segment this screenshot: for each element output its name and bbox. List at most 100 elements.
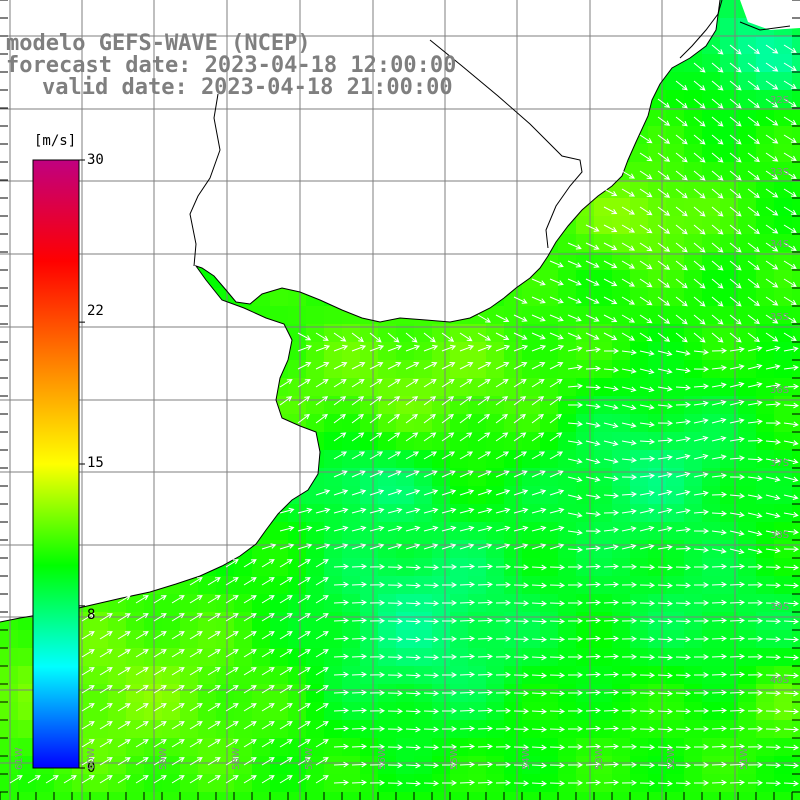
speed-cell bbox=[324, 738, 342, 756]
wind-arrow bbox=[675, 744, 692, 751]
wind-arrow bbox=[513, 451, 528, 460]
speed-cell bbox=[378, 432, 396, 450]
wind-arrow bbox=[405, 489, 421, 496]
speed-cell bbox=[216, 630, 234, 648]
speed-cell bbox=[720, 324, 738, 342]
wind-arrow bbox=[747, 345, 763, 352]
lat-label: 38S bbox=[770, 530, 790, 541]
speed-cell bbox=[630, 720, 648, 738]
speed-cell bbox=[594, 522, 612, 540]
wind-arrow bbox=[531, 762, 548, 769]
speed-cell bbox=[684, 378, 702, 396]
speed-cell bbox=[666, 720, 684, 738]
speed-cell bbox=[540, 666, 558, 684]
wind-arrow bbox=[639, 350, 655, 356]
speed-cell bbox=[666, 684, 684, 702]
speed-cell bbox=[666, 342, 684, 360]
speed-cell bbox=[270, 666, 288, 684]
speed-cell bbox=[702, 90, 720, 108]
speed-cell bbox=[540, 648, 558, 666]
wind-arrow bbox=[423, 378, 437, 388]
speed-cell bbox=[522, 774, 540, 792]
speed-cell bbox=[288, 630, 306, 648]
speed-cell bbox=[342, 774, 360, 792]
wind-arrow bbox=[369, 525, 385, 532]
wind-arrow bbox=[549, 618, 566, 625]
wind-arrow bbox=[693, 188, 706, 199]
speed-cell bbox=[702, 432, 720, 450]
wind-arrow bbox=[765, 170, 779, 180]
speed-cell bbox=[18, 720, 36, 738]
wind-arrow bbox=[423, 582, 440, 589]
wind-arrow bbox=[171, 685, 185, 694]
speed-cell bbox=[522, 630, 540, 648]
wind-arrow bbox=[747, 80, 760, 91]
speed-cell bbox=[324, 630, 342, 648]
wind-arrow bbox=[495, 432, 509, 442]
wind-arrow bbox=[351, 671, 368, 678]
wind-arrow bbox=[585, 563, 602, 570]
speed-cell bbox=[738, 576, 756, 594]
wind-arrow bbox=[729, 152, 742, 163]
speed-cell bbox=[594, 306, 612, 324]
speed-cell bbox=[774, 198, 792, 216]
speed-cell bbox=[684, 108, 702, 126]
wind-arrow bbox=[675, 654, 692, 661]
wind-arrow bbox=[621, 349, 637, 356]
wind-arrow bbox=[747, 363, 763, 370]
speed-cell bbox=[756, 288, 774, 306]
wind-arrow bbox=[189, 595, 203, 604]
speed-cell bbox=[594, 360, 612, 378]
wind-arrow bbox=[549, 708, 566, 715]
wind-arrow bbox=[171, 721, 185, 730]
speed-cell bbox=[414, 774, 432, 792]
wind-arrow bbox=[639, 490, 655, 496]
speed-cell bbox=[612, 522, 630, 540]
wind-arrow bbox=[639, 762, 656, 769]
speed-cell bbox=[558, 792, 576, 800]
wind-arrow bbox=[423, 362, 438, 370]
speed-cell bbox=[450, 414, 468, 432]
speed-cell bbox=[774, 594, 792, 612]
speed-cell bbox=[630, 630, 648, 648]
speed-cell bbox=[684, 342, 702, 360]
speed-cell bbox=[378, 720, 396, 738]
wind-arrow bbox=[675, 80, 688, 91]
speed-cell bbox=[486, 738, 504, 756]
wind-arrow bbox=[765, 98, 779, 108]
wind-arrow bbox=[657, 134, 671, 144]
wind-arrow bbox=[153, 613, 167, 622]
wind-arrow bbox=[765, 62, 779, 72]
wind-arrow bbox=[729, 134, 742, 145]
speed-cell bbox=[774, 684, 792, 702]
wind-arrow bbox=[657, 437, 674, 444]
wind-arrow bbox=[441, 564, 458, 570]
wind-arrow bbox=[315, 577, 329, 586]
speed-cell bbox=[576, 414, 594, 432]
speed-cell bbox=[126, 684, 144, 702]
speed-cell bbox=[216, 648, 234, 666]
wind-arrow bbox=[459, 451, 474, 460]
speed-cell bbox=[630, 540, 648, 558]
speed-cell bbox=[288, 324, 306, 342]
speed-cell bbox=[0, 774, 18, 792]
speed-cell bbox=[324, 576, 342, 594]
wind-arrow bbox=[531, 708, 548, 715]
wind-arrow bbox=[675, 708, 692, 715]
speed-cell bbox=[270, 558, 288, 576]
wind-arrow bbox=[657, 708, 674, 715]
wind-arrow bbox=[729, 725, 746, 732]
speed-cell bbox=[324, 306, 342, 324]
wind-arrow bbox=[729, 761, 746, 768]
speed-cell bbox=[450, 594, 468, 612]
wind-arrow bbox=[675, 489, 691, 496]
speed-cell bbox=[234, 720, 252, 738]
speed-cell bbox=[702, 720, 720, 738]
wind-arrow bbox=[333, 507, 349, 514]
speed-cell bbox=[540, 540, 558, 558]
speed-cell bbox=[738, 252, 756, 270]
wind-arrow bbox=[747, 381, 763, 388]
wind-arrow bbox=[657, 544, 673, 551]
speed-cell bbox=[648, 792, 666, 800]
wind-arrow bbox=[621, 690, 638, 696]
